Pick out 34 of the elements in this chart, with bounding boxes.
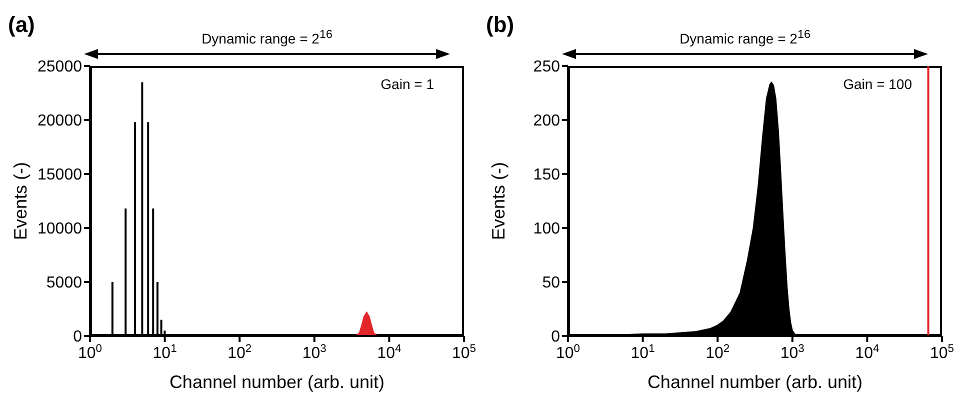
x-tick-label: 10$^{1}$ — [152, 343, 177, 362]
x-tick-label: 10$^{4}$ — [855, 343, 880, 362]
x-tick-label: 10$^{5}$ — [930, 343, 954, 362]
x-tick-label: 10$^{2}$ — [706, 343, 730, 362]
y-tick-label: 0 — [73, 328, 82, 346]
y-tick-label: 25000 — [38, 58, 82, 76]
chart-title: (a) — [8, 12, 35, 38]
text: Dynamic range = 2$^{16}$ — [200, 28, 334, 47]
y-tick-label: 10000 — [38, 220, 82, 238]
x-tick-label: 10$^{3}$ — [780, 343, 804, 362]
y-tick-label: 5000 — [46, 274, 82, 292]
text: Dynamic range = 2$^{16}$ — [678, 28, 812, 47]
y-tick-label: 100 — [533, 220, 560, 238]
annotation: Gain = 1 — [380, 76, 434, 92]
chart-title: (b) — [486, 12, 514, 38]
y-axis-title: Events (-) — [10, 162, 30, 240]
y-tick-label: 200 — [533, 112, 560, 130]
y-tick-label: 15000 — [38, 166, 82, 184]
x-tick-label: 10$^{2}$ — [228, 343, 252, 362]
y-axis-title: Events (-) — [488, 162, 508, 240]
y-tick-label: 50 — [542, 274, 560, 292]
y-tick-label: 20000 — [38, 112, 82, 130]
x-tick-label: 10$^{3}$ — [302, 343, 326, 362]
annotation: Gain = 100 — [843, 76, 912, 92]
x-tick-label: 10$^{1}$ — [630, 343, 655, 362]
x-tick-label: 10$^{4}$ — [377, 343, 402, 362]
x-tick-label: 10$^{0}$ — [78, 343, 102, 362]
x-tick-label: 10$^{0}$ — [556, 343, 580, 362]
x-tick-label: 10$^{5}$ — [452, 343, 476, 362]
y-tick-label: 250 — [533, 58, 560, 76]
y-tick-label: 0 — [551, 328, 560, 346]
x-axis-title: Channel number (arb. unit) — [647, 372, 863, 392]
y-tick-label: 150 — [533, 166, 560, 184]
x-axis-title: Channel number (arb. unit) — [169, 372, 385, 392]
